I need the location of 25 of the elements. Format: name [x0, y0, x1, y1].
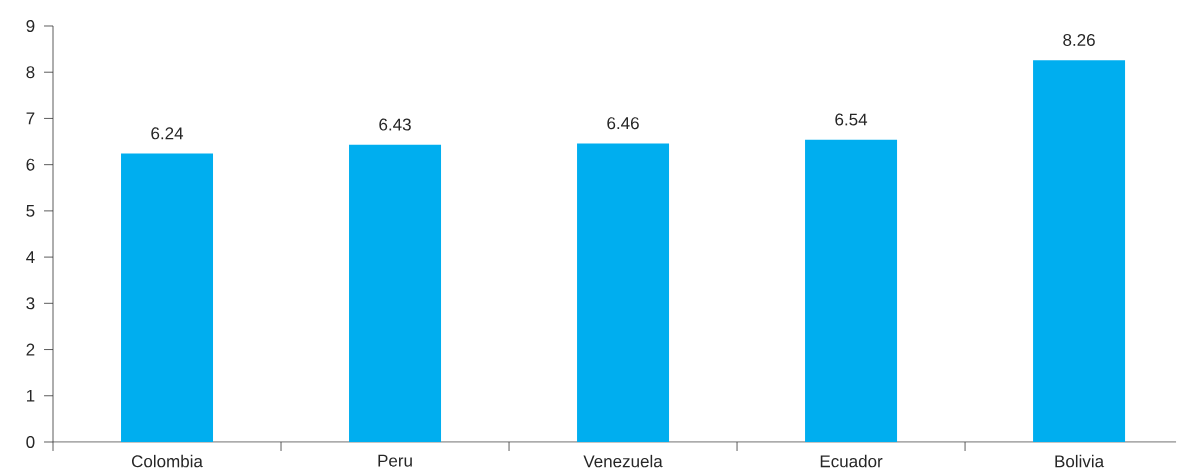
bar: [805, 139, 898, 442]
x-tick-label: Bolivia: [1055, 454, 1105, 468]
bar: [577, 143, 670, 442]
x-tick-label: Venezuela: [583, 454, 663, 468]
y-tick-label: 2: [26, 343, 35, 356]
data-label: 6.43: [379, 118, 411, 131]
y-tick-label: 5: [26, 204, 35, 217]
y-tick-label: 0: [26, 435, 35, 449]
data-label: 8.26: [1063, 33, 1095, 46]
data-label: 6.24: [151, 127, 184, 140]
x-tick-label: Peru: [378, 454, 412, 467]
y-tick-label: 9: [26, 19, 35, 33]
y-tick-label: 1: [27, 389, 35, 402]
y-tick-label: 7: [26, 112, 35, 125]
y-tick-label: 4: [26, 251, 35, 263]
data-label: 6.54: [835, 113, 868, 126]
bar: [349, 144, 442, 442]
data-label: 6.46: [607, 117, 639, 130]
x-tick-label: Ecuador: [820, 454, 883, 468]
bar: [1033, 60, 1126, 442]
bar: [121, 153, 214, 442]
y-tick-label: 6: [26, 158, 35, 171]
y-tick-label: 3: [26, 297, 35, 310]
x-tick-label: Colombia: [131, 454, 203, 468]
y-tick-label: 8: [26, 66, 35, 79]
